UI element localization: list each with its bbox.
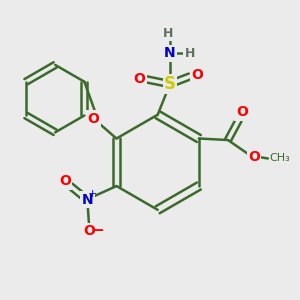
Text: O: O bbox=[83, 224, 95, 239]
Text: +: + bbox=[88, 189, 98, 199]
Text: O: O bbox=[248, 150, 260, 164]
Text: S: S bbox=[164, 75, 176, 93]
Text: H: H bbox=[163, 27, 174, 40]
Text: −: − bbox=[91, 223, 104, 238]
Text: O: O bbox=[133, 73, 145, 86]
Text: H: H bbox=[185, 47, 195, 60]
Text: O: O bbox=[236, 105, 248, 119]
Text: O: O bbox=[192, 68, 203, 82]
Text: CH₃: CH₃ bbox=[269, 153, 290, 164]
Text: O: O bbox=[59, 174, 71, 188]
Text: N: N bbox=[82, 193, 93, 207]
Text: O: O bbox=[88, 112, 99, 126]
Text: N: N bbox=[164, 46, 176, 60]
